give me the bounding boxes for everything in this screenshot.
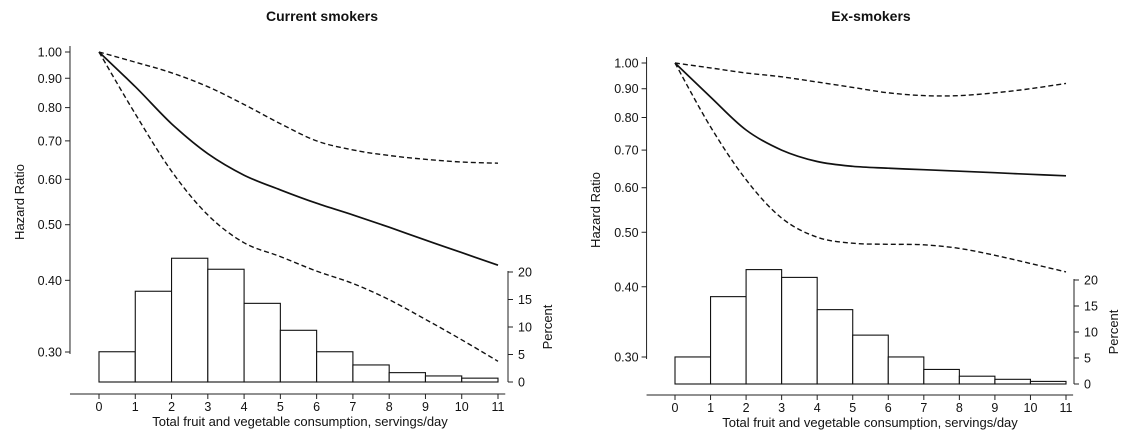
x-tick-label: 2 bbox=[743, 401, 750, 415]
histogram-bar bbox=[207, 268, 245, 383]
y-tick-label: 0.40 bbox=[614, 280, 638, 294]
percent-tick-label: 20 bbox=[1084, 274, 1098, 288]
y-tick-label: 0.60 bbox=[614, 181, 638, 195]
x-tick-label: 7 bbox=[349, 400, 356, 414]
percent-tick-label: 0 bbox=[518, 376, 525, 390]
x-tick-label: 8 bbox=[386, 400, 393, 414]
panel-title: Ex-smokers bbox=[831, 8, 911, 24]
x-tick-label: 6 bbox=[313, 400, 320, 414]
percent-tick-label: 5 bbox=[1084, 352, 1091, 366]
x-tick-label: 1 bbox=[707, 401, 714, 415]
histogram-bar bbox=[816, 309, 854, 385]
x-tick-label: 10 bbox=[1024, 401, 1038, 415]
histogram-bar bbox=[781, 276, 818, 385]
y-tick-label: 0.50 bbox=[614, 226, 638, 240]
hazard-ratio-line bbox=[674, 62, 1067, 177]
x-tick-label: 6 bbox=[885, 401, 892, 415]
x-tick-label: 8 bbox=[956, 401, 963, 415]
histogram-bar bbox=[279, 329, 318, 383]
x-tick-label: 11 bbox=[1060, 401, 1073, 415]
y-tick-label: 0.80 bbox=[38, 101, 62, 115]
histogram-bar bbox=[674, 356, 712, 385]
x-tick-label: 3 bbox=[204, 400, 211, 414]
histogram-bar bbox=[958, 375, 996, 385]
hazard-ratio-line bbox=[98, 51, 499, 267]
x-tick-label: 0 bbox=[96, 400, 103, 414]
percent-tick-label: 10 bbox=[1084, 326, 1098, 340]
percent-tick-label: 0 bbox=[1084, 378, 1091, 392]
x-tick-label: 1 bbox=[132, 400, 139, 414]
percent-axis-title: Percent bbox=[540, 304, 555, 349]
y-tick-label: 0.60 bbox=[38, 173, 62, 187]
percent-tick-label: 15 bbox=[1084, 300, 1098, 314]
chart-panel-1: Current smokers 0.30 0.40 0.50 0.60 0.70 0.80 0… bbox=[12, 8, 555, 429]
confidence-bound-line bbox=[98, 51, 499, 362]
percent-tick-label: 5 bbox=[518, 348, 525, 362]
y-tick-label: 0.70 bbox=[614, 144, 638, 158]
x-tick-label: 2 bbox=[168, 400, 175, 414]
histogram-bar bbox=[887, 356, 925, 385]
x-tick-label: 4 bbox=[241, 400, 248, 414]
panel-title: Current smokers bbox=[266, 8, 378, 24]
histogram-bar bbox=[1029, 380, 1067, 385]
percent-tick-label: 10 bbox=[518, 321, 532, 335]
histogram-bar bbox=[923, 368, 960, 385]
y-tick-label: 1.00 bbox=[38, 46, 62, 60]
histogram-bar bbox=[388, 372, 427, 383]
x-tick-label: 11 bbox=[492, 400, 505, 414]
histogram-bar bbox=[852, 334, 889, 385]
histogram-bar bbox=[243, 302, 281, 383]
histogram-bar bbox=[316, 351, 354, 383]
percent-axis-title: Percent bbox=[1106, 309, 1121, 354]
histogram-bar bbox=[98, 351, 136, 383]
histogram-bar bbox=[170, 257, 209, 383]
x-tick-label: 0 bbox=[672, 401, 679, 415]
y-tick-label: 0.50 bbox=[38, 218, 62, 232]
percent-tick-label: 15 bbox=[518, 293, 532, 307]
y-tick-label: 0.40 bbox=[38, 274, 62, 288]
x-tick-label: 3 bbox=[778, 401, 785, 415]
x-tick-label: 10 bbox=[455, 400, 469, 414]
y-tick-label: 0.70 bbox=[38, 134, 62, 148]
chart-panel-2: Ex-smokers 0.30 0.40 0.50 0.60 0.70 0.80 0.90 1.… bbox=[588, 8, 1121, 430]
percent-tick-label: 20 bbox=[518, 266, 532, 280]
x-tick-label: 5 bbox=[277, 400, 284, 414]
y-axis-title: Hazard Ratio bbox=[12, 164, 27, 240]
histogram-bar bbox=[352, 364, 390, 383]
histogram-bar bbox=[709, 296, 747, 385]
y-tick-label: 0.30 bbox=[614, 351, 638, 365]
histogram-bar bbox=[424, 375, 463, 383]
confidence-bound-line bbox=[674, 62, 1067, 97]
x-axis-title: Total fruit and vegetable consumption, s… bbox=[152, 414, 448, 429]
histogram-bar bbox=[134, 290, 173, 383]
y-tick-label: 1.00 bbox=[614, 57, 638, 71]
x-tick-label: 5 bbox=[849, 401, 856, 415]
x-tick-label: 9 bbox=[991, 401, 998, 415]
x-tick-label: 9 bbox=[422, 400, 429, 414]
y-tick-label: 0.90 bbox=[38, 72, 62, 86]
histogram-bar bbox=[994, 378, 1032, 385]
y-tick-label: 0.90 bbox=[614, 82, 638, 96]
y-tick-label: 0.80 bbox=[614, 111, 638, 125]
histogram-bar bbox=[461, 377, 499, 383]
y-axis-title: Hazard Ratio bbox=[588, 172, 603, 248]
x-tick-label: 4 bbox=[814, 401, 821, 415]
confidence-bound-line bbox=[98, 51, 499, 164]
y-tick-label: 0.30 bbox=[38, 346, 62, 360]
x-axis-title: Total fruit and vegetable consumption, s… bbox=[722, 415, 1018, 430]
histogram-bar bbox=[745, 269, 783, 385]
confidence-bound-line bbox=[674, 62, 1067, 273]
x-tick-label: 7 bbox=[920, 401, 927, 415]
